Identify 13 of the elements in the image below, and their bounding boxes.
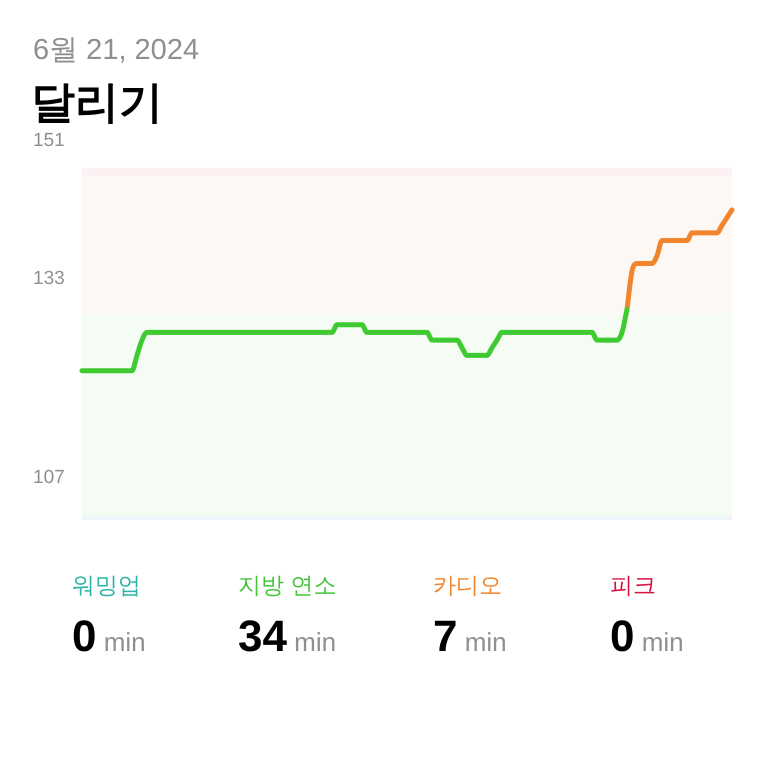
text: 7 min: [433, 612, 507, 661]
y-tick-label: 133: [33, 268, 65, 290]
chart-subtitle: 6월 21, 2024: [33, 33, 200, 67]
text: 0 min: [610, 612, 684, 661]
y-tick-label: 151: [33, 130, 65, 152]
text: 피크: [610, 571, 656, 600]
text: 0 min: [72, 612, 146, 661]
text: 지방 연소: [238, 571, 336, 600]
text: 카디오: [433, 571, 502, 600]
chart-title: 달리기: [31, 78, 163, 128]
text: 워밍업: [72, 571, 141, 600]
y-tick-label: 107: [33, 467, 65, 488]
text: 34 min: [238, 612, 336, 661]
